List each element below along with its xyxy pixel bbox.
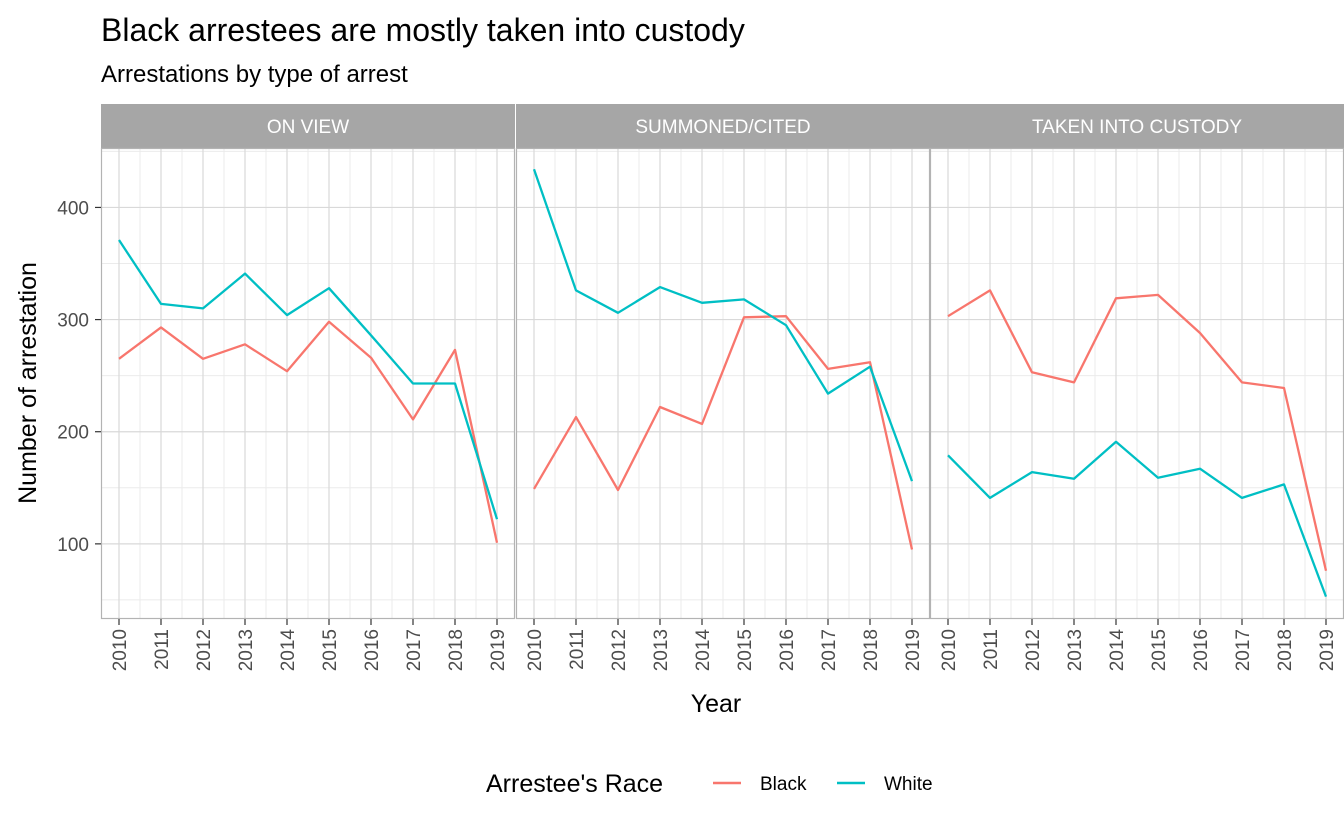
series-line-black [947, 289, 1328, 572]
x-tick-label: 2017 [819, 629, 840, 671]
x-tick-label: 2012 [1023, 629, 1044, 671]
x-tick-label: 2018 [446, 629, 467, 671]
legend-title: Arrestee's Race [486, 770, 663, 798]
x-tick-label: 2010 [110, 629, 131, 671]
x-tick-label: 2016 [1191, 629, 1212, 671]
x-tick-label: 2019 [903, 629, 924, 671]
facet-summoned-cited: SUMMONED/CITED 2010 2011 2012 2013 2014 2015 20… [515, 104, 931, 672]
y-axis-title: Number of arrestation [14, 262, 42, 504]
y-tick-label: 400 [57, 198, 89, 219]
x-tick-label: 2017 [1233, 629, 1254, 671]
facet-strip-label: SUMMONED/CITED [635, 117, 810, 138]
facet-strip-label: ON VIEW [267, 117, 349, 138]
x-tick-label: 2014 [278, 629, 299, 672]
facet-on-view: ON VIEW 2010 2011 2012 2013 2014 2015 2016 2017 2… [57, 104, 516, 672]
x-tick-label: 2016 [777, 629, 798, 671]
facet-strip [516, 104, 930, 148]
x-tick-label: 2019 [1317, 629, 1338, 671]
panel-border [515, 147, 931, 620]
x-tick-label: 2015 [320, 629, 341, 671]
x-tick-label: 2014 [1107, 629, 1128, 672]
legend-label-white: White [884, 774, 933, 795]
y-tick-label: 100 [57, 535, 89, 556]
x-tick-label: 2018 [861, 629, 882, 671]
legend: Arrestee's Race Black White [486, 770, 933, 798]
x-tick-label: 2011 [152, 629, 173, 670]
x-axis-title: Year [691, 690, 742, 718]
x-tick-label: 2011 [567, 629, 588, 670]
facet-strip-label: TAKEN INTO CUSTODY [1032, 117, 1242, 138]
y-tick-label: 200 [57, 423, 89, 444]
facet-taken-into-custody: TAKEN INTO CUSTODY 2010 2011 2012 2013 2014 20… [929, 104, 1344, 672]
y-tick-label: 300 [57, 311, 89, 332]
x-tick-label: 2017 [404, 629, 425, 671]
facet-strip [930, 104, 1344, 148]
legend-label-black: Black [760, 774, 807, 795]
panel-border [100, 147, 516, 620]
x-tick-label: 2012 [609, 629, 630, 671]
x-tick-label: 2013 [651, 629, 672, 671]
x-tick-label: 2018 [1275, 629, 1296, 671]
x-tick-label: 2013 [236, 629, 257, 671]
series-line-white [947, 440, 1328, 598]
facet-panels: ON VIEW 2010 2011 2012 2013 2014 2015 2016 2017 2… [57, 104, 1344, 671]
x-tick-label: 2019 [488, 629, 509, 671]
x-tick-label: 2015 [1149, 629, 1170, 671]
x-tick-label: 2012 [194, 629, 215, 671]
chart-subtitle: Arrestations by type of arrest [101, 61, 408, 88]
facet-strip [101, 104, 515, 148]
x-tick-label: 2011 [981, 629, 1002, 670]
x-tick-label: 2010 [939, 629, 960, 671]
series-line-white [532, 168, 914, 482]
x-tick-label: 2014 [693, 629, 714, 672]
x-tick-label: 2013 [1065, 629, 1086, 671]
chart-title: Black arrestees are mostly taken into cu… [101, 12, 745, 48]
x-tick-label: 2015 [735, 629, 756, 671]
series-line-black [533, 315, 914, 550]
series-line-white [118, 239, 499, 520]
x-tick-label: 2016 [362, 629, 383, 671]
x-tick-label: 2010 [525, 629, 546, 671]
